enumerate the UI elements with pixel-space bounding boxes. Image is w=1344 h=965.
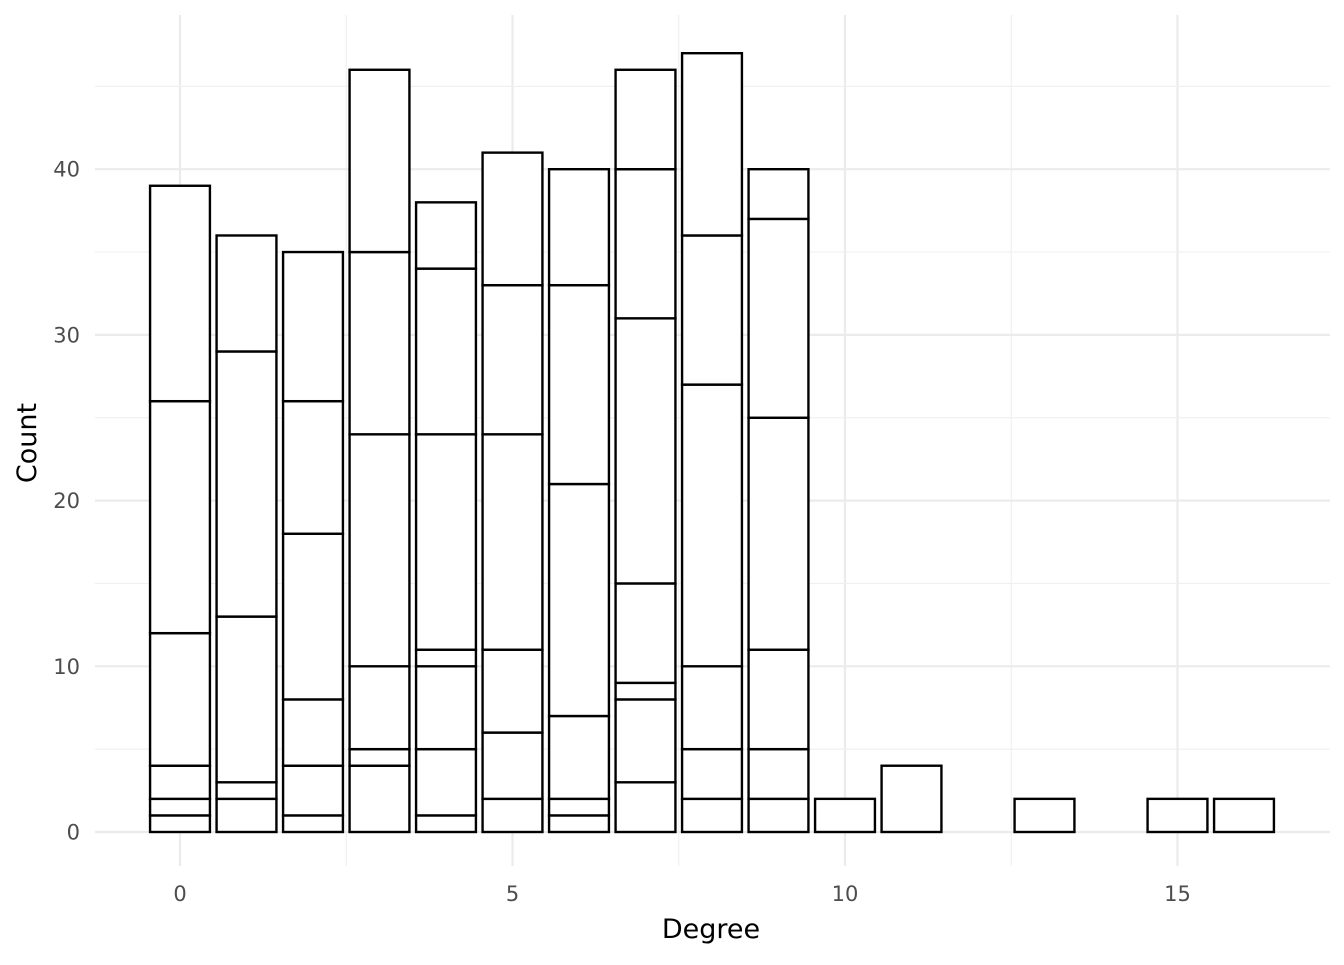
bar-segment (547, 814, 611, 834)
bar-segment (281, 814, 345, 834)
bar-segment (547, 714, 611, 801)
bar-segment (215, 350, 278, 618)
bar-segment (547, 283, 611, 486)
bar-segment (215, 781, 278, 801)
bar-stack (481, 151, 544, 834)
bar-segment (348, 764, 411, 834)
bar-segment (1146, 797, 1209, 834)
bar-segment (747, 416, 810, 651)
bar-segment (680, 52, 744, 237)
bar-segment (414, 267, 478, 436)
bar-segment (281, 250, 345, 403)
bar-segment (880, 764, 943, 834)
bar-segment (680, 747, 744, 801)
bar-stack (148, 184, 212, 834)
bar-segment (414, 648, 478, 668)
bar-segment (481, 648, 544, 734)
bar-segment (148, 814, 212, 834)
bar-segment (348, 747, 411, 767)
bar-segment (414, 747, 478, 817)
x-axis-title: Degree (662, 914, 760, 945)
bar-segment (747, 167, 810, 221)
bar-segment (215, 797, 278, 834)
x-tick-label: 15 (1164, 882, 1191, 906)
bar-segment (747, 797, 810, 834)
bar-stack (614, 68, 677, 834)
bar-segment (148, 184, 212, 403)
bar-segment (481, 433, 544, 651)
bar-stack (880, 764, 943, 834)
bar-segment (281, 532, 345, 701)
bar-segment (614, 167, 677, 320)
bar-segment (680, 797, 744, 834)
bar-segment (215, 234, 278, 353)
bar-segment (481, 283, 544, 436)
bar-segment (747, 648, 810, 751)
bar-segment (281, 764, 345, 817)
bar-stack (348, 68, 411, 834)
bar-segment (148, 631, 212, 767)
y-tick-label: 20 (53, 489, 80, 513)
bar-segment (614, 582, 677, 685)
bar-segment (747, 747, 810, 801)
y-tick-label: 30 (53, 323, 80, 347)
bar-segment (614, 68, 677, 171)
bar-segment (414, 665, 478, 751)
bar-segment (148, 399, 212, 635)
bar-segment (1013, 797, 1076, 834)
bar-segment (614, 698, 677, 784)
bar-segment (148, 797, 212, 817)
bar-segment (547, 482, 611, 718)
y-tick-label: 40 (53, 158, 80, 182)
bar-segment (680, 383, 744, 668)
bar-segment (614, 317, 677, 585)
bar-segment (348, 665, 411, 751)
bar-stack (813, 797, 877, 834)
bar-stack (281, 250, 345, 834)
bar-segment (215, 615, 278, 784)
bar-segment (481, 151, 544, 287)
bar-segment (813, 797, 877, 834)
bar-segment (614, 681, 677, 701)
bar-segment (747, 217, 810, 419)
bar-segment (614, 781, 677, 834)
bar-stack (747, 167, 810, 834)
bar-segment (414, 433, 478, 651)
x-tick-labels: 0 5 10 15 (173, 882, 1191, 906)
bar-segment (1212, 797, 1276, 834)
bar-segment (348, 68, 411, 254)
bar-segment (348, 250, 411, 436)
bar-stack (1146, 797, 1209, 834)
bar-stack (1212, 797, 1276, 834)
bar-segment (547, 797, 611, 817)
bar-segment (348, 433, 411, 668)
bar-stack (414, 201, 478, 834)
bar-segment (680, 234, 744, 386)
x-tick-label: 10 (832, 882, 859, 906)
bar-segment (414, 814, 478, 834)
y-axis-title: Count (12, 403, 43, 483)
bar-stack (1013, 797, 1076, 834)
bar-segment (281, 399, 345, 535)
y-tick-labels: 0 10 20 30 40 (53, 158, 80, 845)
x-tick-label: 0 (173, 882, 186, 906)
bar-segment (481, 797, 544, 834)
y-tick-label: 0 (67, 821, 80, 845)
bar-stack (680, 52, 744, 834)
bars (148, 52, 1276, 834)
bar-stack (547, 167, 611, 834)
bar-segment (148, 764, 212, 801)
y-tick-label: 10 (53, 655, 80, 679)
bar-segment (547, 167, 611, 287)
bar-stack (215, 234, 278, 834)
bar-segment (680, 665, 744, 751)
x-tick-label: 5 (506, 882, 519, 906)
bar-segment (281, 698, 345, 767)
bar-segment (414, 201, 478, 270)
bar-segment (481, 731, 544, 801)
